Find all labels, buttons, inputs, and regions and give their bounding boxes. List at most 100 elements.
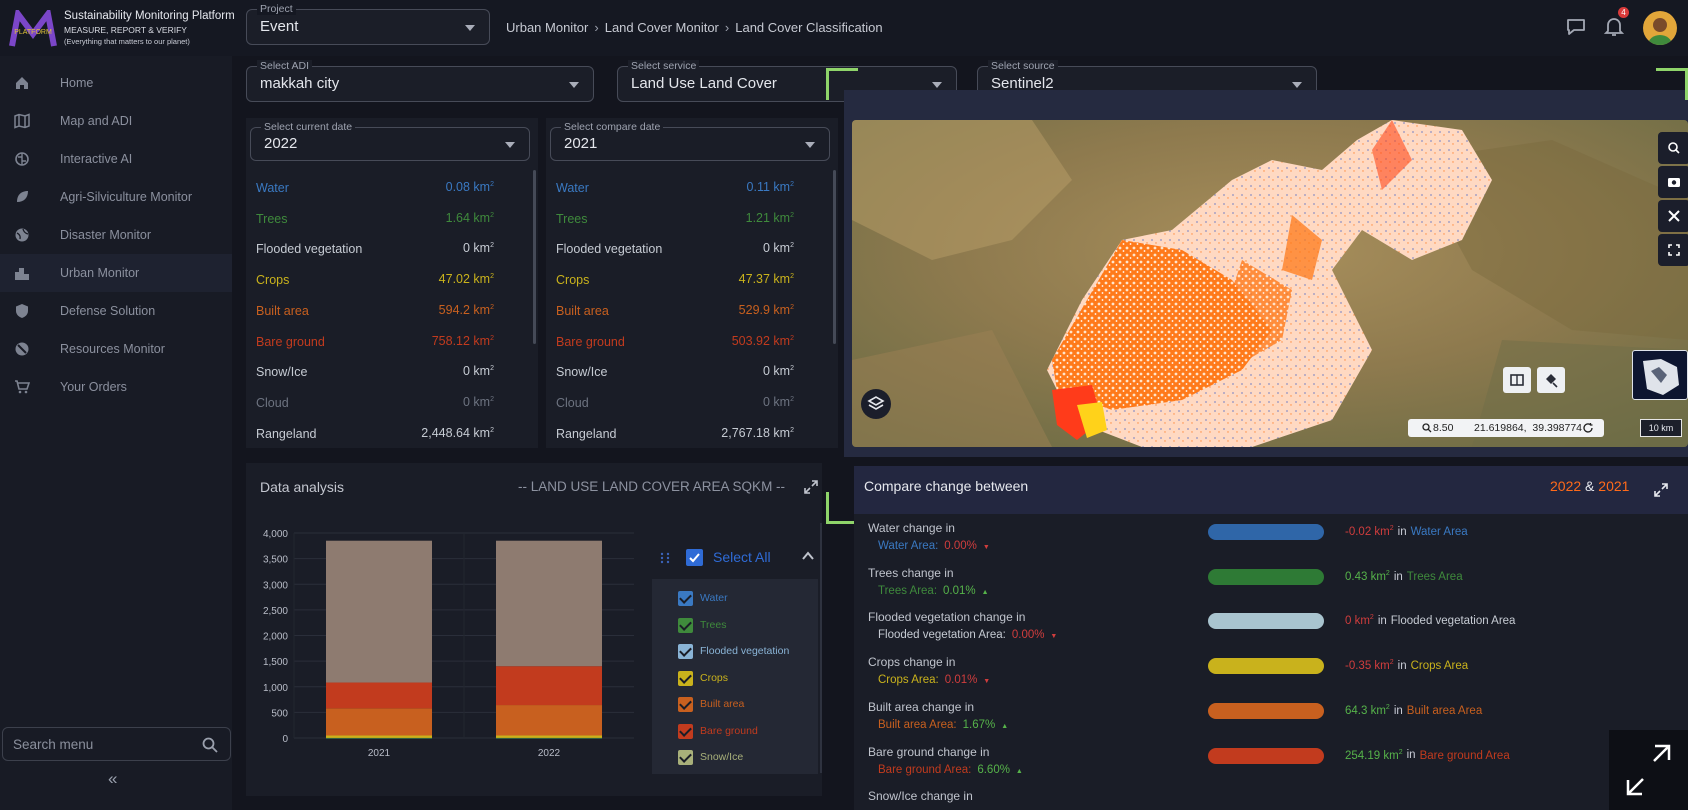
change-sub: Water Area: 0.00% ▼ [868,540,1268,552]
compare-date-select[interactable]: Select compare date 2021 [550,121,830,161]
brain-icon [15,152,29,166]
sidebar-item-your-orders[interactable]: Your Orders [0,368,232,406]
drag-handle-icon[interactable] [659,552,671,564]
landcover-value: 0 km2 [763,241,794,255]
change-sub: Flooded vegetation Area: 0.00% ▼ [868,629,1268,641]
adi-select[interactable]: Select ADI makkah city [246,60,594,102]
landcover-value-text: 503.92 km [731,333,791,348]
landcover-value-text: 0 km [463,364,491,379]
landcover-value: 0 km2 [463,241,494,255]
sidebar-item-urban-monitor[interactable]: Urban Monitor [0,254,232,292]
legend-checkbox[interactable] [678,670,693,686]
legend-checkbox[interactable] [678,644,693,659]
expand-icon[interactable] [1654,483,1668,497]
landcover-row-snow-ice: Snow/Ice 0 km2 [246,357,506,387]
breadcrumb-land-cover-monitor[interactable]: Land Cover Monitor [604,20,719,35]
bar-bare-ground-2022[interactable] [496,666,602,706]
current-date-select[interactable]: Select current date 2022 [250,121,530,161]
change-value: -0.35 km [1345,659,1390,672]
legend-book-button[interactable] [1503,367,1531,393]
bar-trees-2022[interactable] [496,737,602,739]
chevron-up-icon[interactable] [802,551,814,561]
map-tools-button[interactable] [1658,200,1688,232]
map-screenshot-button[interactable] [1658,166,1688,198]
bar-crops-2022[interactable] [496,735,602,738]
legend-label: Water [700,592,728,604]
bar-trees-2021[interactable] [326,737,432,739]
unit-exponent: 2 [1398,748,1403,756]
sidebar-item-agri-silviculture-monitor[interactable]: Agri-Silviculture Monitor [0,178,232,216]
arrow-up-icon: ▲ [999,722,1009,730]
bar-rangeland-2022[interactable] [496,540,602,667]
sidebar-item-defense-solution[interactable]: Defense Solution [0,292,232,330]
unit-exponent: 2 [490,272,494,280]
collapse-sidebar-icon[interactable]: « [108,769,118,788]
y-tick-label: 2,000 [263,632,288,643]
landcover-name: Crops [256,273,290,288]
change-color-bar [1208,658,1324,675]
satellite-map[interactable] [852,120,1688,447]
bar-crops-2021[interactable] [326,735,432,738]
change-sub: Trees Area: 0.01% ▲ [868,585,1268,597]
fullscreen-toggle-button[interactable] [1609,730,1688,810]
minimap[interactable] [1632,350,1688,400]
sidebar-item-disaster-monitor[interactable]: Disaster Monitor [0,216,232,254]
breadcrumb-urban-monitor[interactable]: Urban Monitor [506,20,589,35]
bar-built-area-2022[interactable] [496,705,602,736]
legend-checkbox[interactable] [678,697,693,712]
map-fullscreen-button[interactable] [1658,234,1688,266]
project-select[interactable]: Project Event [246,3,490,45]
legend-checkbox[interactable] [678,750,693,765]
landcover-value-text: 0.08 km [445,180,491,194]
chat-icon[interactable] [1565,17,1587,37]
land-cover-map[interactable] [852,120,1688,447]
legend-label: Built area [700,698,745,710]
bar-rangeland-2021[interactable] [326,540,432,683]
change-value-area: Water Area [1410,525,1468,538]
landcover-row-water: Water 0.11 km2 [546,173,806,203]
search-icon [202,737,218,753]
bell-icon[interactable] [1604,16,1624,38]
scrollbar[interactable] [533,170,536,344]
draw-tool-button[interactable] [1537,367,1565,393]
region-built-area [1052,240,1272,410]
select-all-label[interactable]: Select All [713,549,771,565]
bar-bare-ground-2021[interactable] [326,682,432,709]
search-menu-input[interactable]: Search menu [2,727,231,761]
select-all-checkbox[interactable] [686,549,703,566]
shield-icon [16,304,28,318]
change-heading: Trees change in [868,565,954,580]
y-tick-label: 500 [271,708,288,719]
unit-exponent: 2 [790,365,794,373]
landcover-name: Snow/Ice [556,365,608,380]
change-area-label: Built area Area: [878,718,957,731]
sidebar-item-home[interactable]: Home [0,64,232,102]
change-area-label: Bare ground Area: [878,763,972,776]
map-scale: 10 km [1640,419,1682,437]
unit-exponent: 2 [1385,703,1390,711]
bar-built-area-2021[interactable] [326,708,432,736]
leaf-icon [17,191,28,202]
avatar[interactable] [1643,11,1677,45]
expand-icon[interactable] [804,480,818,494]
legend-checkbox[interactable] [678,591,693,606]
refresh-icon[interactable] [1582,422,1594,434]
y-tick-label: 1,500 [263,657,288,668]
sidebar-item-resources-monitor[interactable]: Resources Monitor [0,330,232,368]
unit-exponent: 2 [490,365,494,373]
scrollbar[interactable] [833,170,836,344]
sidebar-item-interactive-ai[interactable]: Interactive AI [0,140,232,178]
legend-checkbox[interactable] [678,617,693,633]
sidebar-item-map-and-adi[interactable]: Map and ADI [0,102,232,140]
change-area-label: Crops Area: [878,674,939,687]
legend-checkbox[interactable] [678,723,693,739]
map-search-button[interactable] [1658,132,1688,164]
platform-logo[interactable]: PLATFORM Sustainability Monitoring Platf… [6,8,241,50]
landcover-name: Crops [556,273,590,288]
layers-icon[interactable] [860,388,892,420]
chevron-down-icon [465,25,475,31]
scrollbar[interactable] [820,523,822,773]
change-value: -0.02 km [1345,525,1390,538]
change-value-area: Trees Area [1406,570,1463,583]
service-select[interactable]: Select service Land Use Land Cover [617,60,957,102]
